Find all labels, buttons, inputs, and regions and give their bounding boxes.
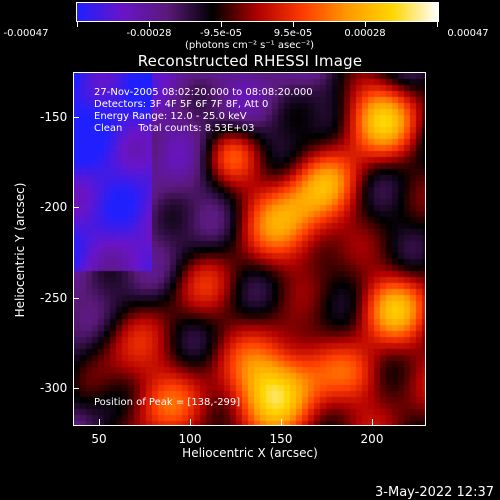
y-tick-label: -300 — [40, 381, 68, 395]
overlay-energy-range: Energy Range: 12.0 - 25.0 keV — [94, 111, 247, 122]
colorbar-tick-label: 0.00047 — [447, 28, 489, 39]
y-tick-label: -250 — [40, 291, 68, 305]
y-tick-label: -150 — [40, 110, 68, 124]
colorbar-tick — [437, 22, 438, 27]
x-tick — [281, 419, 282, 425]
plot-timestamp: 3-May-2022 12:37 — [375, 485, 494, 500]
overlay-peak-position: Position of Peak = [138,-299] — [94, 397, 241, 408]
x-axis-label: Heliocentric X (arcsec) — [182, 446, 318, 460]
y-axis-label: Heliocentric Y (arcsec) — [13, 182, 27, 318]
x-tick-label: 200 — [360, 432, 384, 446]
x-tick — [372, 419, 373, 425]
x-tick-label: 100 — [178, 432, 202, 446]
colorbar-tick — [365, 22, 366, 27]
colorbar-tick — [77, 22, 78, 27]
plot-area — [73, 72, 426, 426]
y-tick — [73, 117, 79, 118]
y-tick — [73, 388, 79, 389]
y-tick — [73, 298, 79, 299]
x-tick — [190, 419, 191, 425]
colorbar-tick-label: 9.5e-05 — [273, 28, 313, 39]
overlay-time-range: 27-Nov-2005 08:02:20.000 to 08:08:20.000 — [94, 87, 313, 98]
overlay-method-counts: Clean Total counts: 8.53E+03 — [94, 123, 255, 134]
overlay-detectors: Detectors: 3F 4F 5F 6F 7F 8F, Att 0 — [94, 99, 269, 110]
colorbar-tick-label: 0.00028 — [344, 28, 386, 39]
plot-title: Reconstructed RHESSI Image — [137, 52, 363, 70]
x-tick-label: 150 — [269, 432, 293, 446]
colorbar-tick-label: -0.00047 — [3, 28, 49, 39]
colorbar-tick-label: -9.5e-05 — [200, 28, 242, 39]
colorbar-tick-label: -0.00028 — [126, 28, 172, 39]
y-tick — [73, 207, 79, 208]
colorbar-tick — [293, 22, 294, 27]
heatmap-image — [74, 73, 425, 425]
colorbar-gradient — [77, 3, 438, 21]
colorbar-units: (photons cm⁻² s⁻¹ asec⁻²) — [185, 40, 315, 51]
x-tick-label: 50 — [91, 432, 107, 446]
y-tick-label: -200 — [40, 200, 68, 214]
colorbar-tick — [149, 22, 150, 27]
colorbar-tick — [221, 22, 222, 27]
colorbar — [76, 2, 439, 22]
x-tick — [99, 419, 100, 425]
